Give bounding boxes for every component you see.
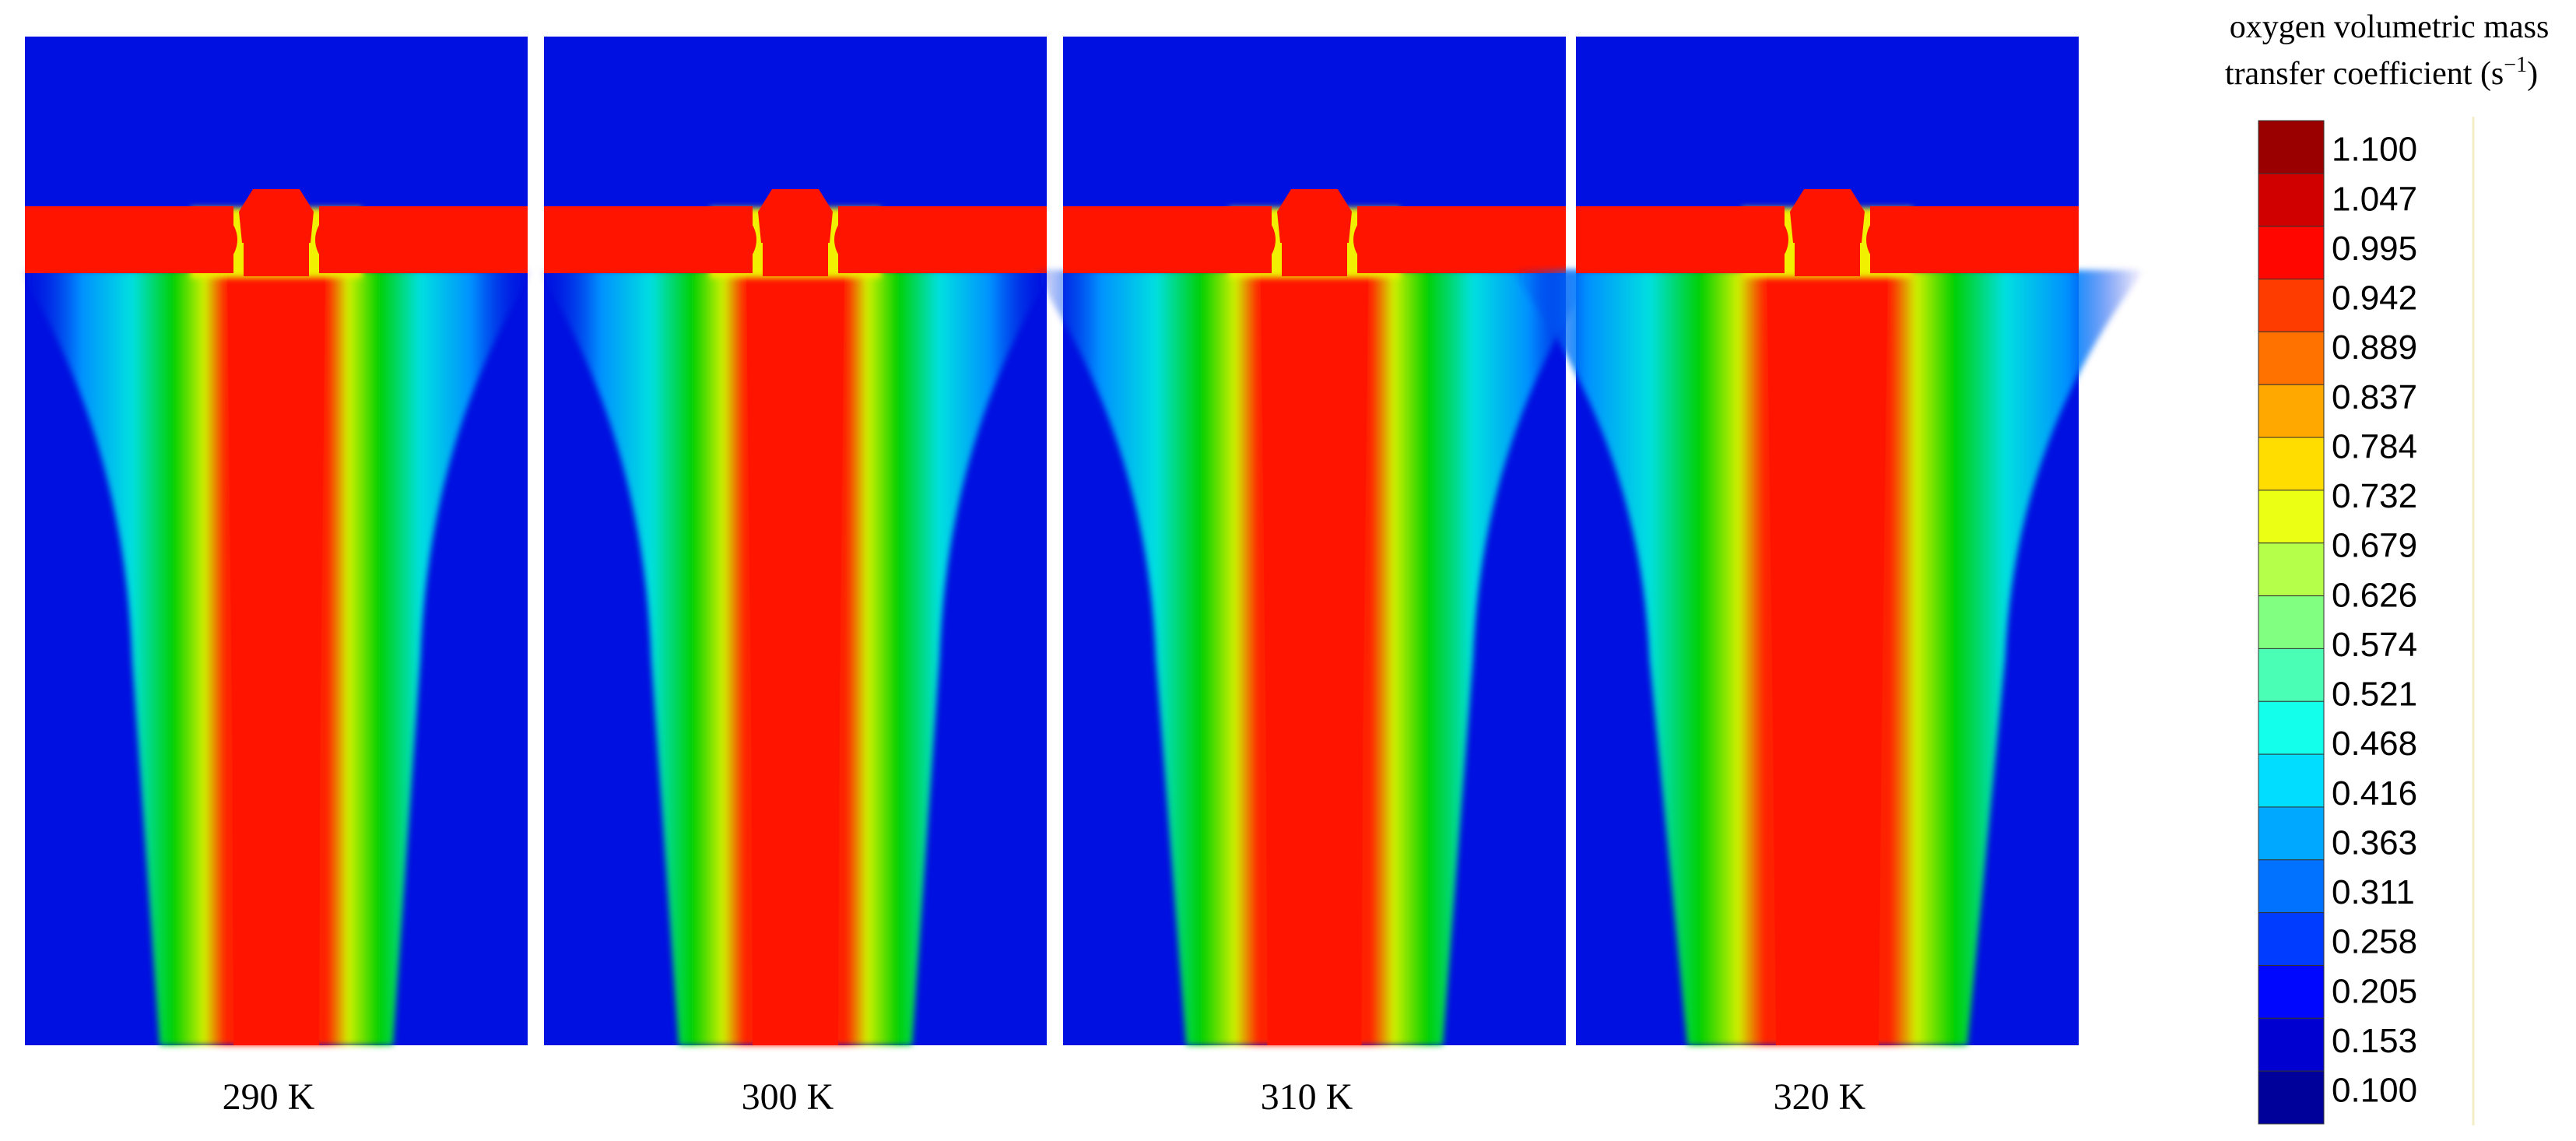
band-right-end [1866,206,1944,273]
colorbar-tick-label: 0.626 [2332,576,2417,614]
band-left-end [1198,206,1276,273]
nozzle-cap [1277,189,1352,243]
colorbar-segment [2258,120,2325,174]
colorbar-tick-label: 0.784 [2332,427,2417,465]
title-text: transfer coefficient (s [2225,56,2504,92]
colorbar: 1.100 1.047 0.995 0.942 0.889 0.837 0.784 0.732… [2258,117,2475,1125]
band-right-end [834,206,912,273]
band-right-end [315,206,393,273]
colorbar-tick-label: 0.258 [2332,923,2417,961]
colorbar-segment [2258,964,2325,1019]
colorbar-segment [2258,490,2325,544]
colorbar-segment [2258,648,2325,702]
contour-panel [1032,37,1597,1045]
nozzle-cap [239,189,314,243]
colorbar-segment [2258,595,2325,649]
colorbar-title-line1: oxygen volumetric mass [2230,9,2550,45]
colorbar-segment [2258,226,2325,280]
colorbar-tick-label: 0.995 [2332,230,2417,268]
colorbar-segment [2258,859,2325,914]
colorbar-segment [2258,173,2325,227]
contour-panel [19,37,533,1045]
colorbar-tick-label: 0.574 [2332,626,2417,664]
colorbar-segment [2258,331,2325,385]
colorbar-segment [2258,384,2325,438]
colorbar-title-line2: transfer coefficient (s−1) [2225,53,2538,92]
band-left-end [679,206,756,273]
stem-core [746,270,844,1045]
colorbar-segment [2258,1070,2325,1125]
panel-label: 300 K [742,1076,834,1118]
colorbar-tick-label: 0.521 [2332,676,2417,714]
colorbar-tick-label: 1.047 [2332,180,2417,218]
colorbar-tick-label: 0.416 [2332,774,2417,813]
colorbar-tick-label: 0.679 [2332,527,2417,565]
stem-core [1767,270,1888,1045]
stem-core [227,270,325,1045]
panels [19,37,2144,1045]
panel-label: 310 K [1261,1076,1353,1118]
band-left-end [160,206,237,273]
contour-panel [539,37,1052,1045]
colorbar-segment [2258,753,2325,808]
colorbar-segment [2258,700,2325,755]
colorbar-tick-label: 0.889 [2332,328,2417,367]
colorbar-tick-label: 0.311 [2332,873,2415,911]
contour-panel [1511,37,2144,1045]
colorbar-segment [2258,806,2325,861]
colorbar-tick-label: 1.100 [2332,131,2417,169]
colorbar-segment [2258,279,2325,332]
colorbar-tick-label: 0.468 [2332,725,2417,763]
colorbar-segment [2258,437,2325,491]
band-left-end [1711,206,1788,273]
title-exponent: −1 [2504,53,2527,77]
colorbar-segment [2258,542,2325,597]
band-right-end [1353,206,1431,273]
colorbar-tick-label: 0.153 [2332,1022,2417,1060]
colorbar-segment [2258,912,2325,966]
title-end: ) [2527,56,2538,92]
colorbar-tick-label: 0.363 [2332,823,2417,862]
colorbar-tick-label: 0.732 [2332,477,2417,515]
stem-core [1260,270,1369,1045]
colorbar-segment [2258,1017,2325,1072]
panel-label: 290 K [223,1076,315,1118]
nozzle-cap [758,189,833,243]
colorbar-tick-label: 0.100 [2332,1072,2417,1110]
colorbar-tick-label: 0.942 [2332,279,2417,318]
colorbar-tick-label: 0.205 [2332,972,2417,1010]
panel-label: 320 K [1774,1076,1866,1118]
colorbar-tick-label: 0.837 [2332,378,2417,416]
nozzle-cap [1790,189,1865,243]
